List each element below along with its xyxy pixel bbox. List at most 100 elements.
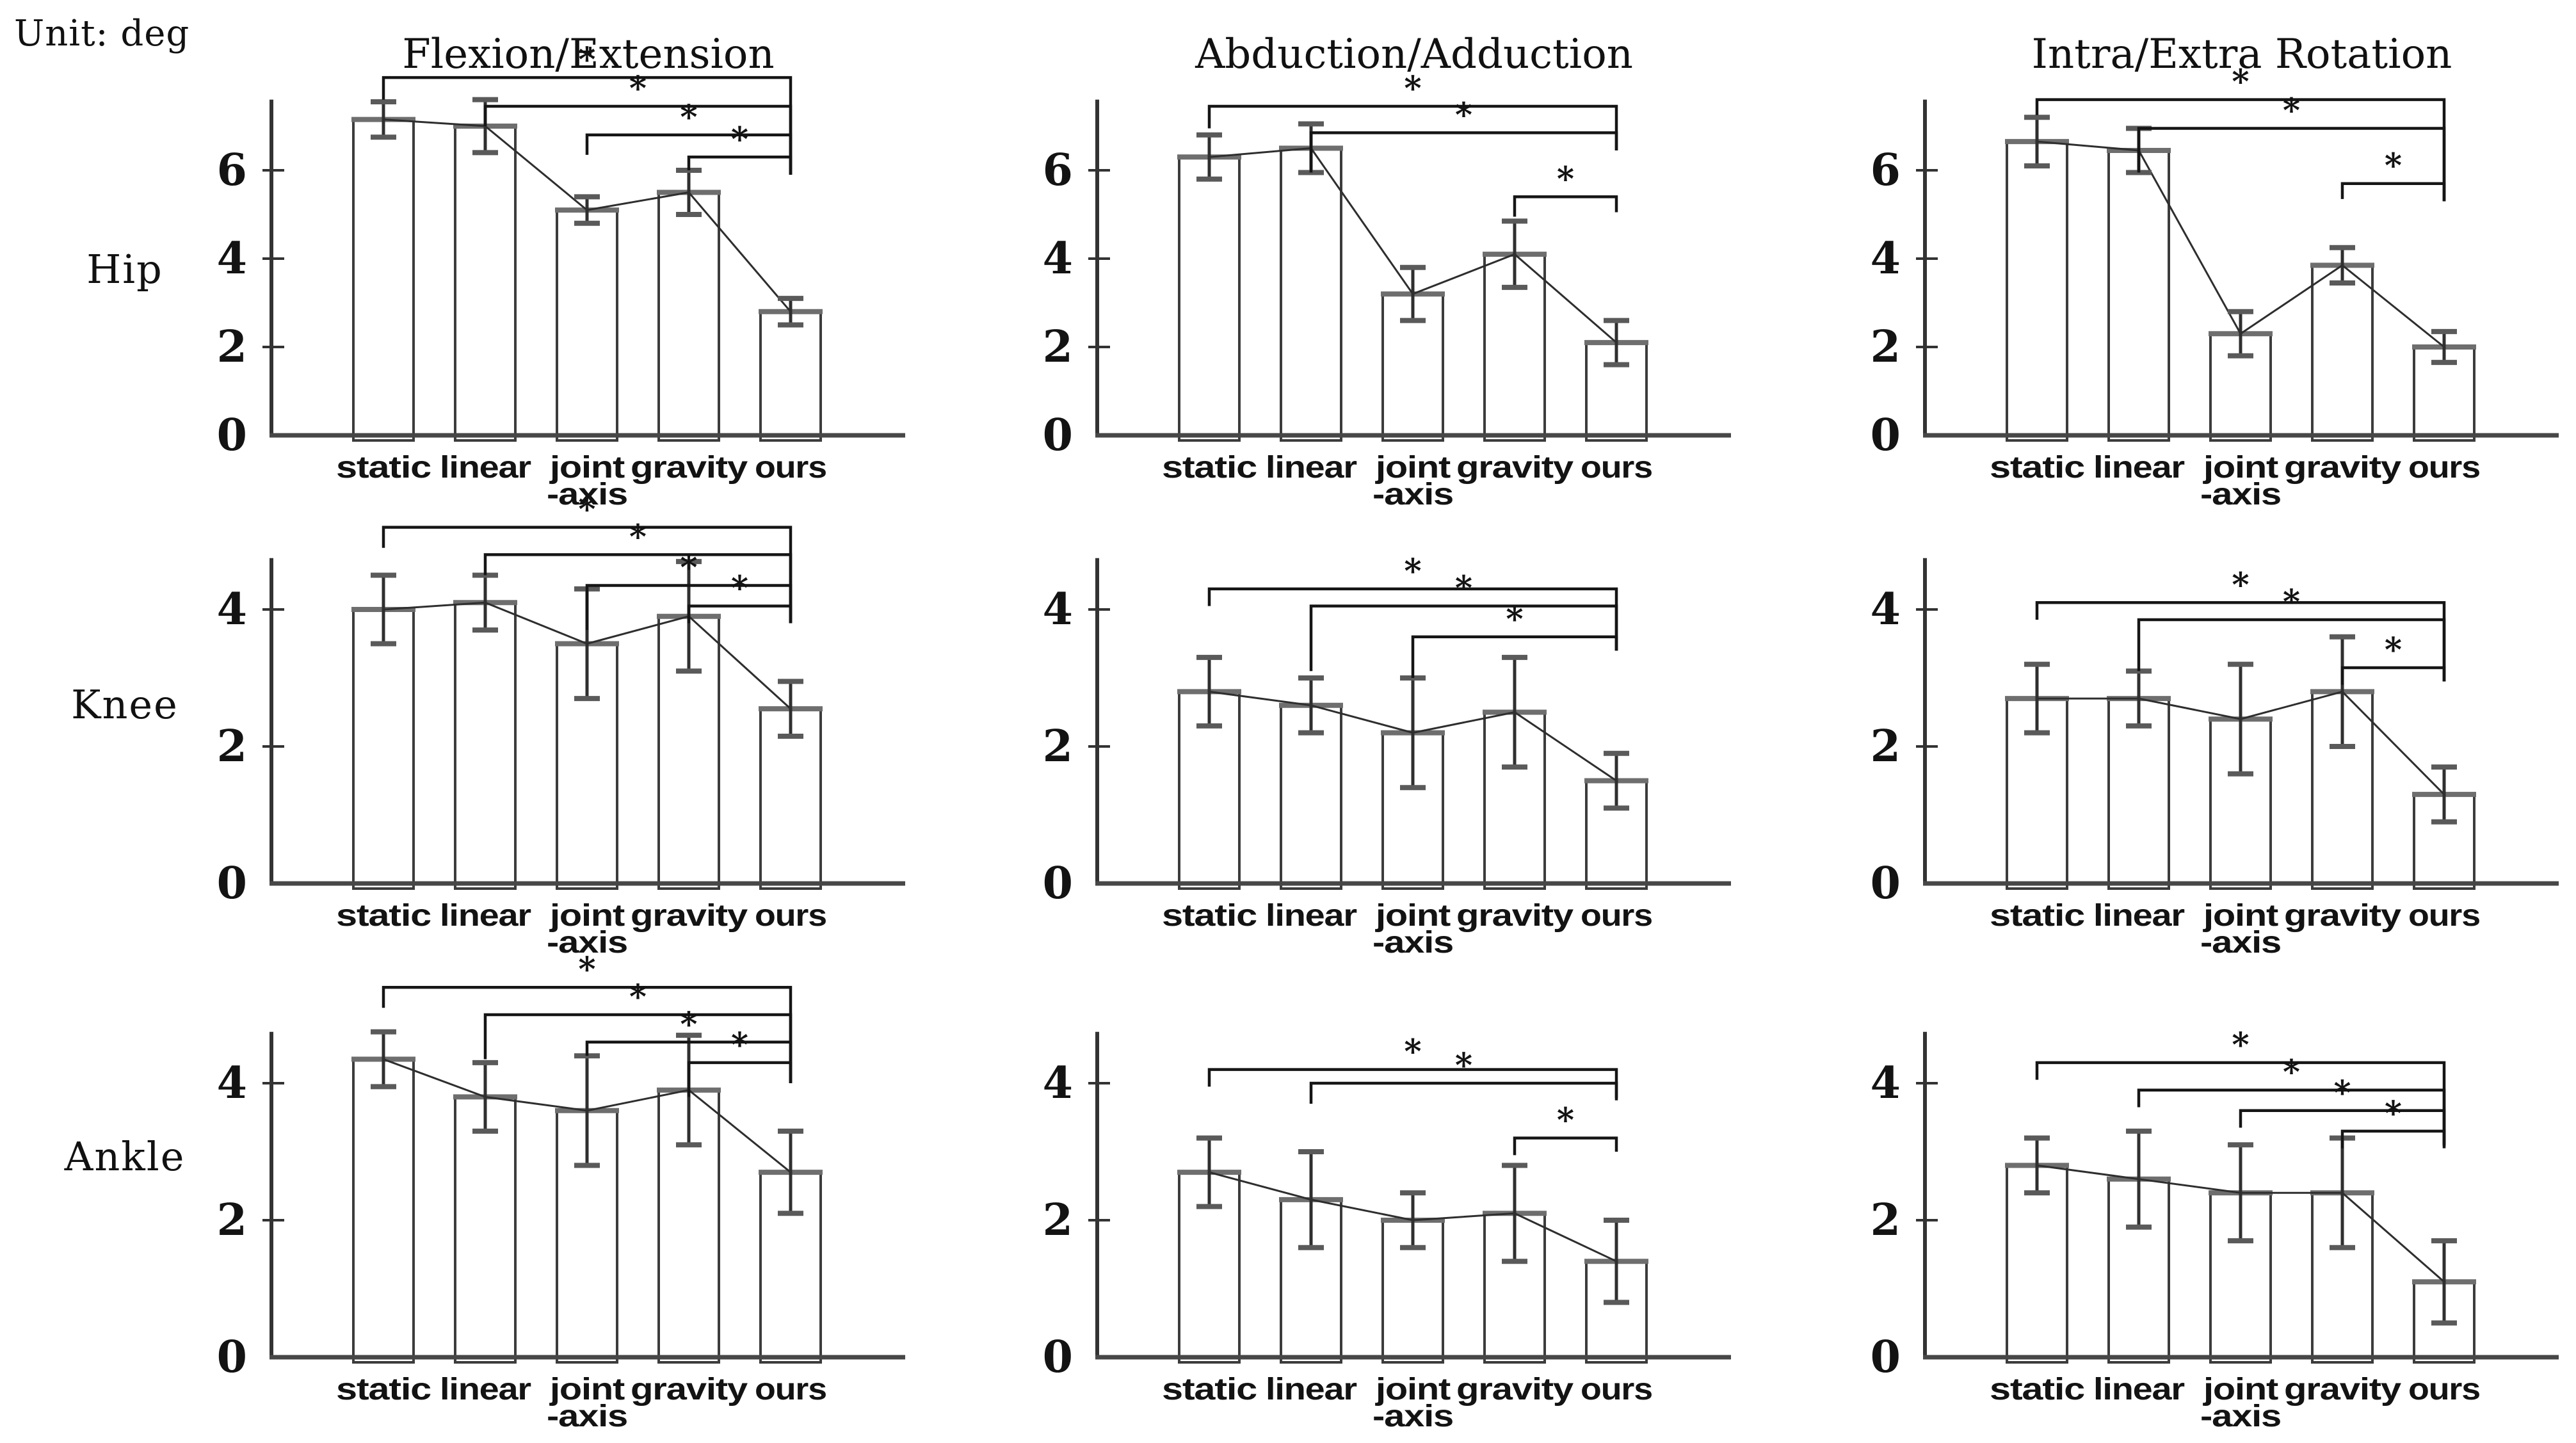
bar-knee-intra-extra-rotation-gravity [2311, 690, 2374, 891]
significance-star-ankle-intra-extra-rotation-joint-axis-ours: * [2333, 1074, 2351, 1113]
x-label-ankle-flexion-extension-ours: ours [755, 1373, 826, 1407]
y-tick-label-ankle-abduction-adduction-0: 0 [1043, 1332, 1073, 1383]
bar-hip-flexion-extension-joint-axis [556, 209, 618, 442]
column-title-abduction-adduction: Abduction/Adduction [1195, 31, 1633, 78]
x-label-knee-flexion-extension-ours: ours [755, 899, 826, 933]
significance-bracket-knee-intra-extra-rotation-linear-ours [2137, 618, 2446, 682]
x-label-knee-flexion-extension-gravity: gravity [631, 899, 748, 933]
significance-bracket-knee-flexion-extension-gravity-ours [687, 604, 793, 624]
y-tick-label-ankle-abduction-adduction-2: 2 [1043, 1195, 1073, 1246]
x-label-hip-abduction-adduction-joint-axis: joint [1375, 451, 1451, 485]
y-tick-label-hip-intra-extra-rotation-0: 0 [1871, 410, 1901, 461]
significance-bracket-ankle-flexion-extension-gravity-ours [687, 1061, 793, 1097]
y-tick-label-ankle-flexion-extension-4: 4 [217, 1058, 247, 1109]
x-label-hip-flexion-extension-ours: ours [755, 451, 826, 485]
significance-star-knee-abduction-adduction-joint-axis-ours: * [1506, 600, 1523, 639]
significance-star-ankle-abduction-adduction-linear-ours: * [1455, 1046, 1472, 1085]
x-label-ankle-intra-extra-rotation-joint-axis: joint [2203, 1373, 2278, 1407]
x-label-knee-intra-extra-rotation-ours: ours [2408, 899, 2480, 933]
x-label-hip-flexion-extension-static: static [336, 451, 431, 485]
x-label-hip-flexion-extension-gravity: gravity [631, 451, 748, 485]
significance-star-knee-flexion-extension-static-ours: * [578, 490, 595, 529]
x-label-knee-abduction-adduction-linear: linear [1266, 899, 1356, 933]
bar-hip-intra-extra-rotation-linear [2107, 149, 2170, 442]
x-label-hip-intra-extra-rotation-joint-axis-line2: -axis [2200, 478, 2281, 512]
x-label-hip-intra-extra-rotation-linear: linear [2093, 451, 2184, 485]
y-tick-label-ankle-abduction-adduction-4: 4 [1043, 1058, 1073, 1109]
x-label-knee-flexion-extension-joint-axis: joint [549, 899, 625, 933]
x-label-knee-abduction-adduction-static: static [1162, 899, 1257, 933]
y-tick-label-knee-intra-extra-rotation-4: 4 [1871, 584, 1901, 635]
x-label-ankle-intra-extra-rotation-joint-axis-line2: -axis [2200, 1399, 2281, 1433]
bar-hip-intra-extra-rotation-gravity [2311, 264, 2374, 442]
bar-knee-flexion-extension-linear [454, 601, 517, 890]
significance-star-ankle-intra-extra-rotation-gravity-ours: * [2385, 1094, 2402, 1133]
y-tick-label-hip-flexion-extension-0: 0 [217, 410, 247, 461]
significance-bracket-knee-flexion-extension-joint-axis-ours [585, 584, 793, 631]
significance-star-hip-abduction-adduction-static-ours: * [1404, 69, 1421, 108]
significance-star-hip-intra-extra-rotation-gravity-ours: * [2385, 147, 2402, 186]
y-tick-label-hip-flexion-extension-2: 2 [217, 321, 247, 373]
significance-star-ankle-flexion-extension-joint-axis-ours: * [680, 1005, 697, 1044]
y-tick-label-knee-intra-extra-rotation-0: 0 [1871, 858, 1901, 909]
significance-star-ankle-abduction-adduction-gravity-ours: * [1557, 1101, 1574, 1140]
x-label-knee-abduction-adduction-joint-axis: joint [1375, 899, 1451, 933]
y-tick-label-ankle-flexion-extension-0: 0 [217, 1332, 247, 1383]
x-label-hip-intra-extra-rotation-joint-axis: joint [2203, 451, 2278, 485]
y-tick-label-ankle-intra-extra-rotation-2: 2 [1871, 1195, 1901, 1246]
row-label-ankle: Ankle [64, 1133, 186, 1180]
significance-star-hip-intra-extra-rotation-linear-ours: * [2283, 91, 2300, 130]
significance-star-hip-flexion-extension-linear-ours: * [629, 69, 647, 108]
y-tick-label-hip-abduction-adduction-0: 0 [1043, 410, 1073, 461]
significance-star-hip-abduction-adduction-linear-ours: * [1455, 95, 1472, 134]
x-label-knee-abduction-adduction-gravity: gravity [1456, 899, 1574, 933]
y-tick-label-knee-abduction-adduction-4: 4 [1043, 584, 1073, 635]
x-label-knee-flexion-extension-linear: linear [440, 899, 531, 933]
significance-bracket-hip-flexion-extension-joint-axis-ours [585, 133, 793, 175]
x-label-hip-abduction-adduction-linear: linear [1266, 451, 1356, 485]
row-label-hip: Hip [86, 246, 163, 293]
y-tick-label-hip-flexion-extension-4: 4 [217, 233, 247, 284]
x-label-ankle-abduction-adduction-joint-axis-line2: -axis [1373, 1399, 1453, 1433]
bar-hip-flexion-extension-static [352, 118, 415, 442]
y-tick-label-ankle-flexion-extension-2: 2 [217, 1195, 247, 1246]
bar-ankle-flexion-extension-linear [454, 1095, 517, 1364]
x-label-hip-abduction-adduction-ours: ours [1581, 451, 1652, 485]
significance-bracket-ankle-intra-extra-rotation-joint-axis-ours [2239, 1109, 2446, 1145]
x-label-ankle-flexion-extension-static: static [336, 1373, 431, 1407]
x-label-hip-flexion-extension-joint-axis: joint [549, 451, 625, 485]
x-label-knee-flexion-extension-static: static [336, 899, 431, 933]
significance-bracket-ankle-intra-extra-rotation-gravity-ours [2340, 1129, 2446, 1149]
bar-hip-flexion-extension-ours [759, 310, 822, 442]
significance-star-knee-intra-extra-rotation-static-ours: * [2232, 565, 2249, 604]
unit-label: Unit: deg [14, 13, 190, 54]
x-label-ankle-intra-extra-rotation-static: static [1990, 1373, 2084, 1407]
x-label-ankle-intra-extra-rotation-gravity: gravity [2284, 1373, 2402, 1407]
column-title-intra-extra-rotation: Intra/Extra Rotation [2031, 31, 2452, 78]
significance-star-hip-flexion-extension-gravity-ours: * [731, 120, 748, 159]
x-label-hip-intra-extra-rotation-gravity: gravity [2284, 451, 2402, 485]
bar-hip-flexion-extension-gravity [657, 191, 720, 442]
significance-star-knee-flexion-extension-linear-ours: * [629, 517, 647, 556]
x-label-hip-flexion-extension-linear: linear [440, 451, 531, 485]
y-tick-label-hip-abduction-adduction-6: 6 [1043, 145, 1073, 196]
x-label-ankle-abduction-adduction-linear: linear [1266, 1373, 1356, 1407]
y-tick-label-knee-abduction-adduction-0: 0 [1043, 858, 1073, 909]
x-label-knee-intra-extra-rotation-linear: linear [2093, 899, 2184, 933]
x-label-hip-flexion-extension-joint-axis-line2: -axis [547, 478, 627, 512]
significance-star-ankle-abduction-adduction-static-ours: * [1404, 1033, 1421, 1072]
significance-bracket-hip-intra-extra-rotation-static-ours [2035, 98, 2446, 202]
significance-star-knee-intra-extra-rotation-gravity-ours: * [2385, 631, 2402, 670]
y-tick-label-knee-flexion-extension-4: 4 [217, 584, 247, 635]
x-label-ankle-flexion-extension-gravity: gravity [631, 1373, 748, 1407]
bar-hip-abduction-adduction-linear [1280, 147, 1342, 442]
significance-star-knee-abduction-adduction-static-ours: * [1404, 552, 1421, 591]
x-label-ankle-flexion-extension-joint-axis: joint [549, 1373, 625, 1407]
y-tick-label-hip-intra-extra-rotation-2: 2 [1871, 321, 1901, 373]
x-label-hip-abduction-adduction-gravity: gravity [1456, 451, 1574, 485]
bar-hip-abduction-adduction-static [1178, 156, 1241, 442]
x-label-hip-intra-extra-rotation-static: static [1990, 451, 2084, 485]
significance-star-hip-flexion-extension-joint-axis-ours: * [680, 98, 697, 137]
